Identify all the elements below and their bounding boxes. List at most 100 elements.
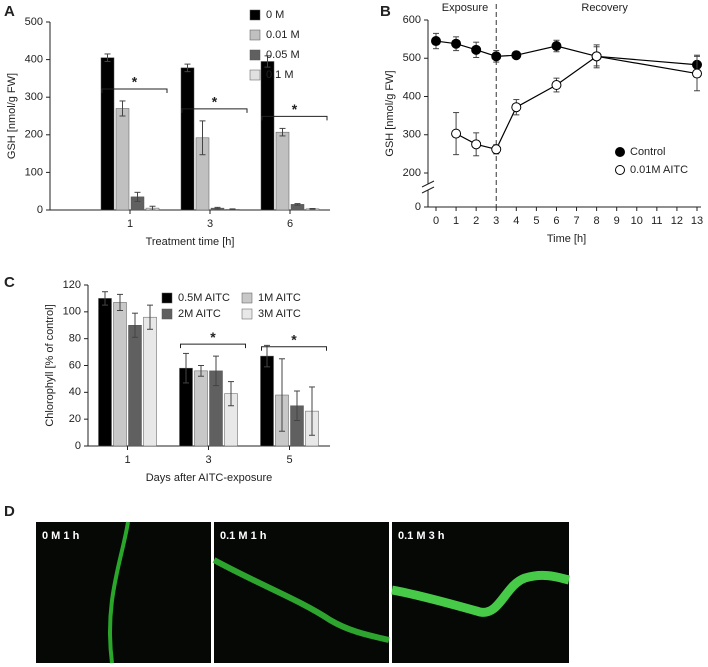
y-tick-label: 400 xyxy=(25,54,43,66)
significance-bracket xyxy=(261,346,327,351)
y-axis-label: GSH [nmol/g FW] xyxy=(6,73,18,159)
legend-swatch xyxy=(249,9,261,21)
x-tick-label: 2 xyxy=(473,215,479,227)
y-tick-label: 0 xyxy=(75,440,81,452)
bar xyxy=(260,61,275,211)
bar xyxy=(113,302,127,447)
phase-label: Exposure xyxy=(442,2,488,14)
root xyxy=(108,521,130,664)
bar xyxy=(180,67,195,211)
significance-label: * xyxy=(291,331,297,347)
y-axis-label: GSH [nmol/g FW] xyxy=(384,70,396,156)
legend-label: 0.1 M xyxy=(266,69,294,81)
x-tick-label: 1 xyxy=(453,215,459,227)
axis-break xyxy=(421,180,435,188)
y-tick-label: 200 xyxy=(25,129,43,141)
y-tick-label: 20 xyxy=(69,413,81,425)
image-label: 0 M 1 h xyxy=(42,530,80,542)
legend-label: 0.01M AITC xyxy=(630,164,688,176)
legend-label: 0.5M AITC xyxy=(178,292,230,304)
bar xyxy=(100,57,115,211)
x-tick-label: 3 xyxy=(493,215,499,227)
panel-label: D xyxy=(4,503,15,520)
x-tick-label: 5 xyxy=(286,454,292,466)
legend-marker xyxy=(615,147,625,157)
significance-label: * xyxy=(292,101,298,117)
data-point xyxy=(431,36,441,47)
x-tick-label: 0 xyxy=(433,215,439,227)
significance-bracket xyxy=(101,88,168,93)
x-axis-label: Days after AITC-exposure xyxy=(146,472,273,484)
legend-label: 0.01 M xyxy=(266,29,300,41)
legend-marker xyxy=(615,165,625,175)
legend-label: Control xyxy=(630,146,665,158)
data-point xyxy=(451,128,462,139)
legend-swatch xyxy=(249,49,261,61)
legend-swatch xyxy=(241,308,253,320)
root xyxy=(212,557,390,643)
data-point xyxy=(491,144,502,155)
data-point xyxy=(471,139,482,150)
bar xyxy=(115,108,130,211)
legend-swatch xyxy=(249,29,261,41)
y-tick-label: 500 xyxy=(25,16,43,28)
data-point xyxy=(591,51,602,62)
y-tick-label: 100 xyxy=(63,306,81,318)
data-point xyxy=(471,44,482,55)
bar xyxy=(143,316,157,447)
x-tick-label: 6 xyxy=(287,218,293,230)
x-tick-label: 3 xyxy=(205,454,211,466)
y-tick-label: 600 xyxy=(403,14,421,26)
image-label: 0.1 M 1 h xyxy=(220,530,267,542)
y-tick-label: 500 xyxy=(403,52,421,64)
y-tick-label: 80 xyxy=(69,333,81,345)
x-tick-label: 13 xyxy=(691,215,703,227)
x-tick-label: 11 xyxy=(651,215,662,227)
phase-label: Recovery xyxy=(581,2,628,14)
axis-break-gap xyxy=(422,184,434,190)
y-tick-label: 60 xyxy=(69,359,81,371)
y-tick-label: 400 xyxy=(403,90,421,102)
x-tick-label: 10 xyxy=(631,215,643,227)
y-tick-label: 120 xyxy=(63,279,81,291)
x-tick-label: 7 xyxy=(573,215,579,227)
x-axis-label: Treatment time [h] xyxy=(146,236,235,248)
y-tick-label: 40 xyxy=(69,386,81,398)
data-point xyxy=(551,41,562,52)
significance-label: * xyxy=(210,329,216,345)
legend-label: 2M AITC xyxy=(178,308,221,320)
micrograph xyxy=(214,522,389,663)
y-tick-label: 0 xyxy=(37,204,43,216)
x-tick-label: 3 xyxy=(207,218,213,230)
bar xyxy=(275,131,290,211)
legend-swatch xyxy=(241,292,253,304)
image-label: 0.1 M 3 h xyxy=(398,530,445,542)
significance-bracket xyxy=(180,343,246,349)
x-tick-label: 4 xyxy=(513,215,519,227)
panel-label: B xyxy=(380,3,391,20)
bar xyxy=(260,355,274,447)
data-point xyxy=(692,68,702,79)
x-tick-label: 1 xyxy=(127,218,133,230)
panel-label: A xyxy=(4,3,15,20)
x-axis-label: Time [h] xyxy=(547,233,586,245)
y-tick-label: 100 xyxy=(25,166,43,178)
legend-swatch xyxy=(161,292,173,304)
legend-swatch xyxy=(249,69,261,81)
root xyxy=(391,570,571,617)
x-tick-label: 12 xyxy=(671,215,683,227)
y-tick-label: 300 xyxy=(25,91,43,103)
legend-label: 3M AITC xyxy=(258,308,301,320)
data-point xyxy=(511,102,522,113)
legend-label: 0.05 M xyxy=(266,49,300,61)
x-tick-label: 6 xyxy=(553,215,559,227)
bar xyxy=(128,325,142,447)
series-line xyxy=(455,55,698,150)
significance-bracket xyxy=(181,108,248,113)
y-axis-label: Chlorophyll [% of control] xyxy=(44,304,56,426)
data-point xyxy=(491,51,502,62)
data-point xyxy=(511,50,522,61)
y-tick-label: 300 xyxy=(403,129,421,141)
y-tick-label: 0 xyxy=(415,201,421,213)
